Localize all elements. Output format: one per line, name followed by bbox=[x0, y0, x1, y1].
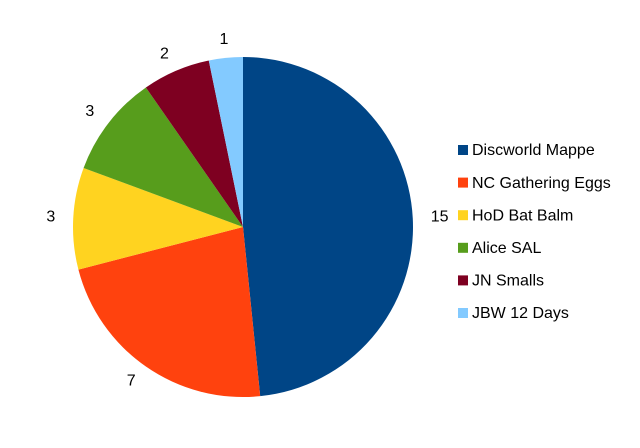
legend-label: Alice SAL bbox=[472, 240, 541, 257]
legend-swatch bbox=[458, 145, 468, 155]
data-label: 3 bbox=[85, 103, 94, 120]
pie-slice bbox=[73, 167, 243, 270]
legend-label: Discworld Mappe bbox=[472, 142, 595, 159]
legend-swatch bbox=[458, 275, 468, 286]
pie-slice bbox=[243, 57, 413, 397]
legend-label: JBW 12 Days bbox=[472, 305, 569, 322]
pie-slice bbox=[78, 227, 261, 397]
legend-label: JN Smalls bbox=[472, 273, 544, 290]
legend-swatch bbox=[458, 177, 468, 188]
legend-swatch bbox=[458, 242, 468, 253]
pie-slice bbox=[83, 87, 243, 227]
data-label: 7 bbox=[127, 373, 136, 390]
legend-label: HoD Bat Balm bbox=[472, 207, 573, 224]
data-label: 2 bbox=[160, 45, 169, 62]
legend-label: NC Gathering Eggs bbox=[472, 175, 611, 192]
legend-swatch bbox=[458, 308, 468, 318]
data-label: 1 bbox=[220, 31, 229, 48]
data-label: 15 bbox=[431, 209, 449, 226]
pie-slice bbox=[145, 60, 243, 227]
data-label: 3 bbox=[46, 209, 55, 226]
legend-swatch bbox=[458, 210, 468, 221]
pie-slice bbox=[208, 57, 243, 227]
